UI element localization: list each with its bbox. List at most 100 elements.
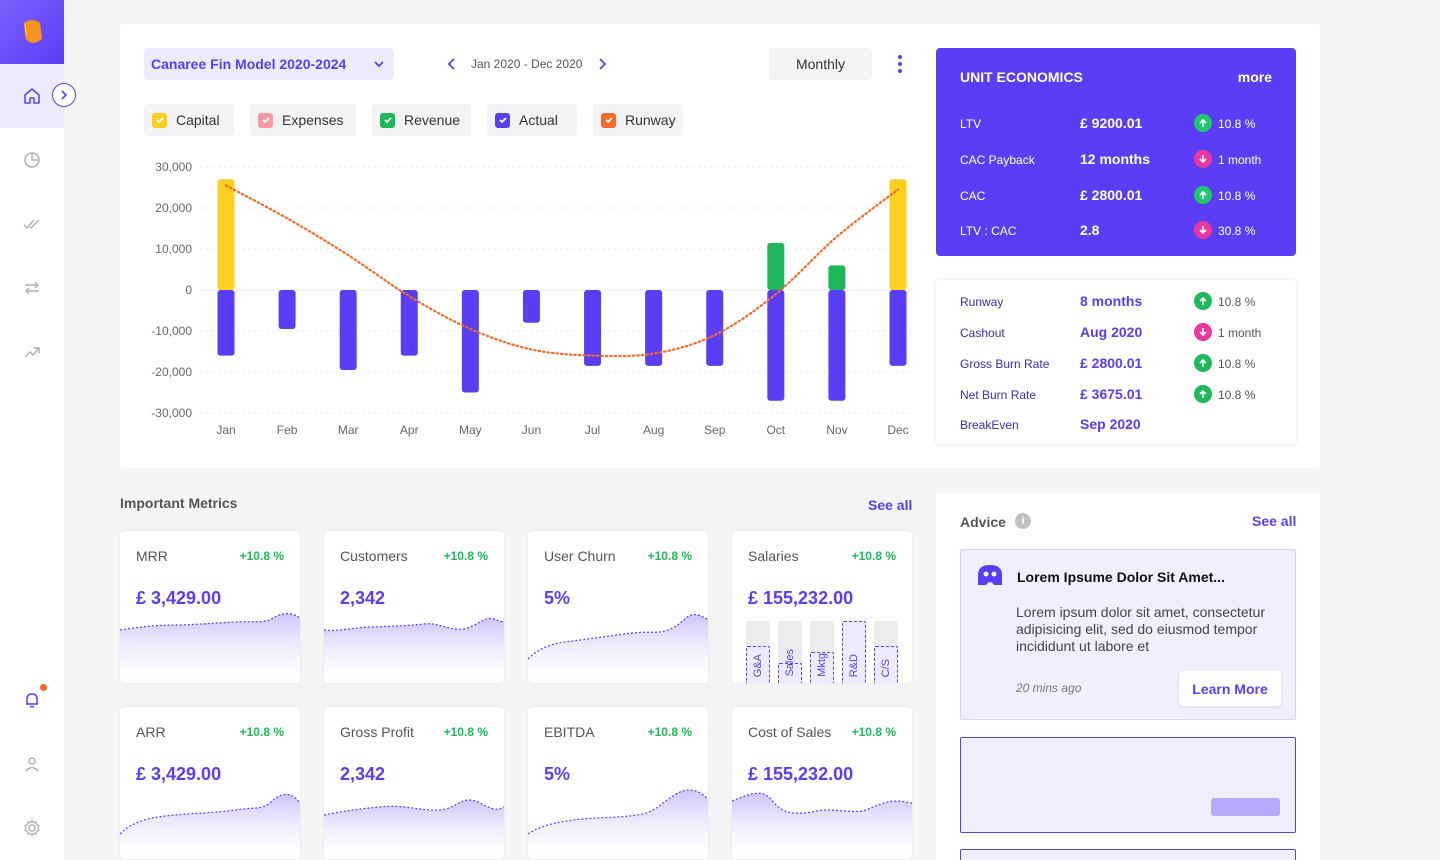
nav-reports[interactable]: [0, 128, 64, 192]
legend-actual[interactable]: Actual: [487, 104, 577, 136]
metric-name: Cost of Sales: [748, 724, 832, 740]
salary-bar-label: Mktg: [816, 653, 828, 677]
y-tick-label: -10,000: [151, 324, 192, 338]
bar-capital[interactable]: [217, 179, 235, 290]
learn-more-button[interactable]: Learn More: [1179, 671, 1281, 706]
x-tick-label: Apr: [400, 423, 419, 437]
bar-capital[interactable]: [889, 179, 907, 290]
sparkline-chart: [528, 613, 708, 683]
metric-value: 2,342: [340, 764, 386, 784]
salary-bar-label: G&A: [752, 653, 764, 677]
metric-change: +10.8 %: [443, 549, 488, 563]
bar-actual[interactable]: [339, 290, 357, 370]
bar-actual[interactable]: [400, 290, 418, 356]
app-logo[interactable]: [0, 0, 64, 64]
bar-actual[interactable]: [461, 290, 479, 393]
metric-name: ARR: [136, 724, 166, 740]
bar-revenue[interactable]: [767, 242, 785, 290]
metric-card[interactable]: G&A Sales Mktg R&D C/S Salaries +10.8 % …: [732, 531, 912, 683]
metric-card[interactable]: Cost of Sales +10.8 % £ 155,232.00: [732, 707, 912, 859]
model-select-label: Canaree Fin Model 2020-2024: [151, 56, 347, 72]
arrow-up-icon: [1194, 354, 1212, 372]
metric-value: £ 3,429.00: [136, 588, 222, 608]
nav-notifications[interactable]: [0, 668, 64, 732]
bar-revenue[interactable]: [828, 265, 846, 290]
unit-economics-row: CAC £ 2800.01 10.8 %: [960, 186, 1280, 206]
metric-label: CAC Payback: [960, 153, 1035, 167]
x-tick-label: May: [459, 423, 482, 437]
metric-value: 2.8: [1080, 222, 1100, 238]
date-prev-button[interactable]: [444, 52, 460, 76]
nav-settings[interactable]: [0, 796, 64, 860]
x-tick-label: Dec: [887, 423, 908, 437]
period-select[interactable]: Monthly: [769, 48, 872, 80]
salary-bar-label: C/S: [880, 658, 892, 677]
bar-actual[interactable]: [522, 290, 540, 323]
info-icon[interactable]: i: [1015, 513, 1031, 529]
metric-change: +10.8 %: [239, 725, 284, 739]
metrics-see-all-link[interactable]: See all: [868, 497, 913, 513]
legend-revenue[interactable]: Revenue: [372, 104, 471, 136]
checkbox-icon: [152, 112, 167, 128]
metric-value: 12 months: [1080, 151, 1151, 167]
nav-profile[interactable]: [0, 732, 64, 796]
nav-transactions[interactable]: [0, 256, 64, 320]
metric-name: User Churn: [544, 548, 616, 564]
checkbox-icon: [380, 112, 395, 128]
transfer-icon: [24, 281, 40, 295]
metric-label: LTV: [960, 117, 982, 131]
advice-see-all-link[interactable]: See all: [1252, 513, 1297, 529]
x-tick-label: Feb: [277, 423, 298, 437]
metric-card[interactable]: MRR +10.8 % £ 3,429.00: [120, 531, 300, 683]
metric-value: 5%: [544, 588, 571, 608]
runway-label: Cashout: [960, 326, 1005, 340]
date-next-button[interactable]: [594, 52, 610, 76]
metric-change: 30.8 %: [1218, 224, 1256, 238]
metric-name: Customers: [340, 548, 408, 564]
legend-capital[interactable]: Capital: [144, 104, 234, 136]
runway-change: 1 month: [1218, 326, 1262, 340]
bar-actual[interactable]: [889, 290, 907, 366]
advice-card-placeholder: [960, 737, 1296, 833]
x-tick-label: Nov: [826, 423, 847, 437]
sparkline-chart: [324, 617, 504, 683]
bar-actual[interactable]: [706, 290, 724, 366]
arrow-up-icon: [1194, 385, 1212, 403]
unit-economics-more-link[interactable]: more: [1237, 69, 1272, 85]
bar-actual[interactable]: [217, 290, 235, 356]
bar-actual[interactable]: [828, 290, 846, 401]
runway-change: 10.8 %: [1218, 357, 1256, 371]
metric-card[interactable]: ARR +10.8 % £ 3,429.00: [120, 707, 300, 859]
metric-value: 5%: [544, 764, 571, 784]
arrow-up-icon: [1194, 186, 1212, 204]
model-select[interactable]: Canaree Fin Model 2020-2024: [144, 48, 394, 80]
chevron-right-icon: [61, 90, 68, 100]
chevron-left-icon: [447, 58, 455, 70]
salary-bar: [874, 646, 898, 683]
runway-row: Net Burn Rate £ 3675.01 10.8 %: [960, 385, 1280, 405]
legend-expenses[interactable]: Expenses: [250, 104, 356, 136]
nav-tasks[interactable]: [0, 192, 64, 256]
bar-actual[interactable]: [584, 290, 602, 366]
notification-badge: [40, 684, 47, 691]
more-options-icon[interactable]: [888, 52, 912, 76]
x-tick-label: Sep: [704, 423, 726, 437]
nav-trends[interactable]: [0, 320, 64, 384]
metric-card[interactable]: Customers +10.8 % 2,342: [324, 531, 504, 683]
bar-actual[interactable]: [278, 290, 296, 329]
advice-card-placeholder: [960, 849, 1296, 860]
x-tick-label: Aug: [643, 423, 664, 437]
bar-actual[interactable]: [645, 290, 663, 366]
metric-change: +10.8 %: [443, 725, 488, 739]
x-tick-label: Jan: [216, 423, 235, 437]
legend-runway[interactable]: Runway: [593, 104, 683, 136]
metric-card[interactable]: Gross Profit +10.8 % 2,342: [324, 707, 504, 859]
bar-actual[interactable]: [767, 290, 785, 401]
checkbox-icon: [601, 112, 616, 128]
metric-card[interactable]: User Churn +10.8 % 5%: [528, 531, 708, 683]
metric-change: 1 month: [1218, 153, 1262, 167]
metric-card[interactable]: EBITDA +10.8 % 5%: [528, 707, 708, 859]
runway-row: BreakEven Sep 2020: [960, 415, 1280, 435]
home-icon: [24, 88, 40, 104]
sidebar-expand-button[interactable]: [52, 83, 76, 107]
